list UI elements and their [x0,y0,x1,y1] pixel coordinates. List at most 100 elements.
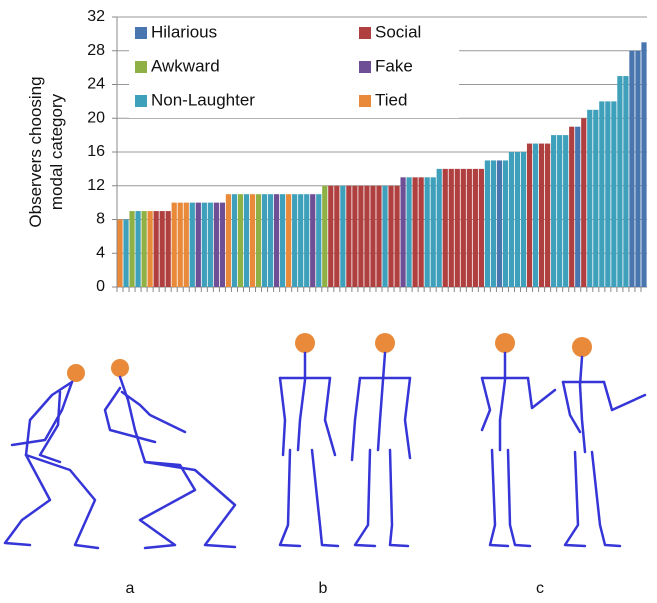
bar [352,186,357,287]
bar [304,194,309,287]
spine [378,353,385,450]
bar [322,186,327,287]
bar [280,194,285,287]
bar [437,169,442,287]
arm [604,382,645,410]
bar [503,160,508,287]
panel-label: b [319,580,328,597]
bar [346,186,351,287]
legend-label: Hilarious [151,22,217,41]
head [375,333,395,353]
legend-label: Fake [375,56,413,75]
leg [140,462,195,548]
bar [581,118,586,287]
arm [352,378,360,460]
legend-swatch [135,95,147,107]
spine [500,353,505,450]
y-tick-label: 32 [87,8,105,25]
bar [208,203,213,287]
bar [455,169,460,287]
bar [449,169,454,287]
bar [563,135,568,287]
bar [256,194,261,287]
y-axis-label-line: Observers choosing [26,76,45,227]
bar [629,51,634,287]
y-tick-label: 4 [96,244,105,261]
bar [135,211,140,287]
legend-swatch [359,95,371,107]
arm [482,378,490,430]
bar [316,194,321,287]
bar [641,42,646,287]
bar [376,186,381,287]
bar [485,160,490,287]
bar [250,194,255,287]
legend-label: Social [375,22,421,41]
bar [617,76,622,287]
bar [521,152,526,287]
y-tick-label: 8 [96,211,105,228]
bar [141,211,146,287]
bar [593,110,598,287]
legend-swatch [359,27,371,39]
leg [592,452,620,546]
bar [154,211,159,287]
bar [160,211,165,287]
arm [105,388,155,442]
spine [580,357,585,452]
leg [5,455,50,545]
y-tick-label: 12 [87,177,105,194]
arm [325,378,335,455]
bar [370,186,375,287]
legend-label: Tied [375,90,407,109]
head [67,364,85,382]
bar [298,194,303,287]
bar [467,169,472,287]
bar [196,203,201,287]
arm [40,392,60,462]
leg [565,452,585,546]
bar [539,144,544,287]
bar [587,110,592,287]
bar [527,144,532,287]
bar [358,186,363,287]
y-tick-label: 16 [87,143,105,160]
y-tick-label: 0 [96,278,105,295]
bar [533,144,538,287]
arm [12,382,72,445]
spine [26,382,72,455]
spine [120,377,145,462]
bar [172,203,177,287]
bar [310,194,315,287]
bar [491,160,496,287]
panel-label: c [536,580,544,597]
bar [292,194,297,287]
bar [551,135,556,287]
bar [400,177,405,287]
bar [425,177,430,287]
bar [117,220,122,288]
bar [569,127,574,287]
y-tick-label: 28 [87,42,105,59]
legend-swatch [135,27,147,39]
bar [226,194,231,287]
page: a b c Observers choosingmodal category04… [0,0,657,598]
bar [479,169,484,287]
bar [419,177,424,287]
bar [382,186,387,287]
bar [178,203,183,287]
arm [528,378,555,408]
bar [611,101,616,287]
legend-swatch [135,61,147,73]
bar [497,160,502,287]
bar [328,186,333,287]
bar [238,194,243,287]
leg [508,450,530,546]
bar [364,186,369,287]
head [111,359,129,377]
legend-label: Awkward [151,56,220,75]
head [295,333,315,353]
y-axis-label-line: modal category [47,93,66,210]
bar [388,186,393,287]
bar [184,203,189,287]
